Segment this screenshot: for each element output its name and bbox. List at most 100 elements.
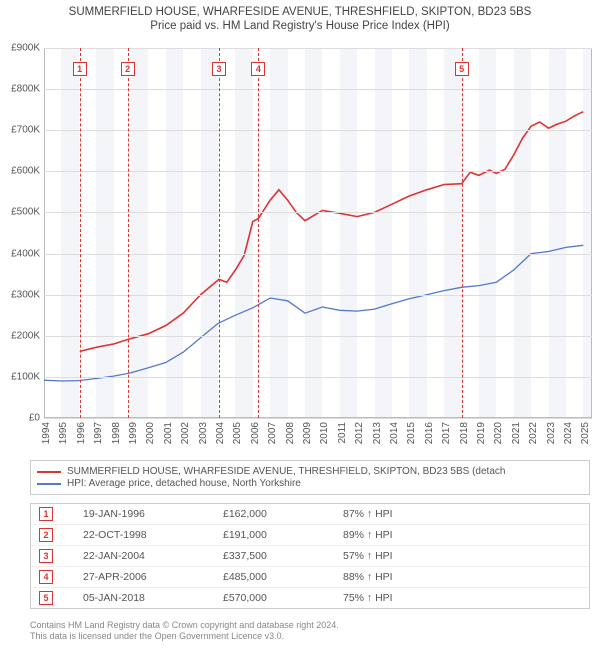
sale-marker-box: 1	[73, 62, 87, 76]
gridline-h	[44, 48, 592, 49]
x-axis-label: 2018	[459, 422, 470, 444]
x-axis-label: 1994	[41, 422, 52, 444]
y-axis-label: £700K	[11, 125, 44, 136]
sale-marker-line	[128, 48, 129, 418]
page-container: SUMMERFIELD HOUSE, WHARFESIDE AVENUE, TH…	[0, 0, 600, 650]
chart-area: £0£100K£200K£300K£400K£500K£600K£700K£80…	[44, 48, 592, 418]
legend-label-hpi: HPI: Average price, detached house, Nort…	[67, 478, 301, 489]
sale-marker-5: 5	[39, 591, 53, 605]
sale-vs-hpi: 88% ↑ HPI	[343, 571, 581, 583]
sale-vs-hpi: 89% ↑ HPI	[343, 529, 581, 541]
x-axis-label: 2014	[389, 422, 400, 444]
x-axis-label: 2012	[354, 422, 365, 444]
sale-marker-1: 1	[39, 507, 53, 521]
x-axis-label: 2013	[372, 422, 383, 444]
legend-row-property: SUMMERFIELD HOUSE, WHARFESIDE AVENUE, TH…	[37, 466, 583, 477]
x-axis-label: 2005	[232, 422, 243, 444]
gridline-h	[44, 171, 592, 172]
table-row: 2 22-OCT-1998 £191,000 89% ↑ HPI	[31, 524, 589, 545]
gridline-h	[44, 254, 592, 255]
x-axis-label: 2016	[424, 422, 435, 444]
sale-marker-line	[219, 48, 220, 418]
sale-marker-box: 2	[121, 62, 135, 76]
sale-date: 22-OCT-1998	[83, 529, 223, 541]
sale-marker-line	[80, 48, 81, 418]
y-axis-label: £800K	[11, 84, 44, 95]
sale-price: £485,000	[223, 571, 343, 583]
x-axis-label: 2015	[406, 422, 417, 444]
sale-date: 27-APR-2006	[83, 571, 223, 583]
x-axis-label: 2001	[163, 422, 174, 444]
x-axis-label: 2022	[528, 422, 539, 444]
series-property	[80, 112, 584, 352]
gridline-h	[44, 89, 592, 90]
table-row: 4 27-APR-2006 £485,000 88% ↑ HPI	[31, 566, 589, 587]
x-axis-label: 2010	[319, 422, 330, 444]
gridline-h	[44, 336, 592, 337]
legend-swatch-property	[37, 471, 61, 473]
legend-row-hpi: HPI: Average price, detached house, Nort…	[37, 478, 583, 489]
table-row: 3 22-JAN-2004 £337,500 57% ↑ HPI	[31, 545, 589, 566]
legend-box: SUMMERFIELD HOUSE, WHARFESIDE AVENUE, TH…	[30, 460, 590, 495]
sale-date: 05-JAN-2018	[83, 592, 223, 604]
y-axis-label: £400K	[11, 248, 44, 259]
sale-date: 19-JAN-1996	[83, 508, 223, 520]
footer-attribution: Contains HM Land Registry data © Crown c…	[30, 620, 339, 643]
sale-vs-hpi: 75% ↑ HPI	[343, 592, 581, 604]
sale-marker-2: 2	[39, 528, 53, 542]
footer-line1: Contains HM Land Registry data © Crown c…	[30, 620, 339, 631]
x-axis-label: 2000	[145, 422, 156, 444]
x-axis-label: 2006	[250, 422, 261, 444]
sale-price: £337,500	[223, 550, 343, 562]
x-axis-label: 2021	[511, 422, 522, 444]
y-axis-label: £300K	[11, 289, 44, 300]
series-hpi	[44, 245, 583, 381]
sale-marker-4: 4	[39, 570, 53, 584]
gridline-h	[44, 377, 592, 378]
x-axis-label: 2004	[215, 422, 226, 444]
sale-price: £191,000	[223, 529, 343, 541]
x-axis-label: 1999	[128, 422, 139, 444]
footer-line2: This data is licensed under the Open Gov…	[30, 631, 339, 642]
x-axis-label: 2017	[441, 422, 452, 444]
legend-swatch-hpi	[37, 483, 61, 485]
x-axis-label: 1997	[93, 422, 104, 444]
table-row: 1 19-JAN-1996 £162,000 87% ↑ HPI	[31, 504, 589, 524]
y-axis-label: £600K	[11, 166, 44, 177]
y-axis-label: £900K	[11, 43, 44, 54]
chart-svg	[44, 48, 592, 418]
sale-marker-box: 5	[455, 62, 469, 76]
x-axis-label: 2008	[285, 422, 296, 444]
gridline-h	[44, 295, 592, 296]
gridline-h	[44, 418, 592, 419]
x-axis-label: 2023	[546, 422, 557, 444]
x-axis-label: 2024	[563, 422, 574, 444]
sale-price: £570,000	[223, 592, 343, 604]
x-axis-label: 1995	[58, 422, 69, 444]
x-axis-label: 2007	[267, 422, 278, 444]
sale-marker-box: 3	[212, 62, 226, 76]
y-axis-label: £500K	[11, 207, 44, 218]
x-axis-label: 2020	[493, 422, 504, 444]
sale-marker-line	[258, 48, 259, 418]
chart-title-line1: SUMMERFIELD HOUSE, WHARFESIDE AVENUE, TH…	[0, 0, 600, 18]
sale-price: £162,000	[223, 508, 343, 520]
x-axis-label: 2025	[580, 422, 591, 444]
x-axis-label: 1996	[76, 422, 87, 444]
table-row: 5 05-JAN-2018 £570,000 75% ↑ HPI	[31, 587, 589, 608]
sale-marker-line	[462, 48, 463, 418]
sales-table: 1 19-JAN-1996 £162,000 87% ↑ HPI 2 22-OC…	[30, 503, 590, 609]
chart-title-line2: Price paid vs. HM Land Registry's House …	[0, 18, 600, 32]
y-axis-label: £100K	[11, 371, 44, 382]
sale-vs-hpi: 87% ↑ HPI	[343, 508, 581, 520]
sale-date: 22-JAN-2004	[83, 550, 223, 562]
x-axis-label: 2019	[476, 422, 487, 444]
y-axis-label: £200K	[11, 330, 44, 341]
gridline-h	[44, 130, 592, 131]
gridline-h	[44, 212, 592, 213]
x-axis-label: 2011	[337, 422, 348, 444]
x-axis-label: 2009	[302, 422, 313, 444]
x-axis-label: 1998	[111, 422, 122, 444]
sale-marker-3: 3	[39, 549, 53, 563]
sale-marker-box: 4	[251, 62, 265, 76]
